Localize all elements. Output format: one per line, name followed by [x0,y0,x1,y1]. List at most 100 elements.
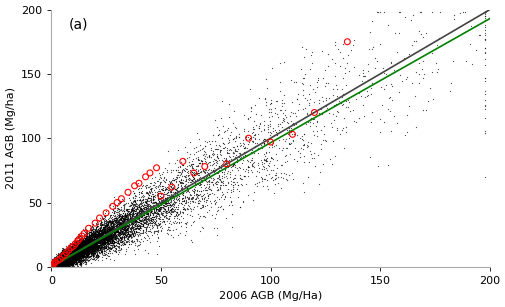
Point [408,42,416,47]
Point [94,232,102,237]
Point [119,214,127,219]
Point [47,263,56,268]
Point [65,258,73,263]
Point [73,242,81,247]
Point [119,215,127,220]
Point [373,10,381,15]
Point [107,243,115,247]
Point [164,217,172,222]
Point [62,260,70,265]
Point [91,220,99,225]
Point [70,253,78,258]
Point [85,235,93,240]
Point [74,250,82,255]
Point [48,261,56,266]
Point [155,188,163,193]
Point [146,187,154,192]
Point [50,261,59,266]
Point [81,257,89,262]
Point [65,254,73,259]
Point [52,262,60,267]
Point [174,169,182,174]
Point [60,263,68,268]
Point [97,233,106,238]
Point [48,264,56,269]
Point [115,225,123,230]
Point [78,251,86,255]
Point [92,239,100,244]
Point [219,181,227,185]
Point [48,263,56,268]
Point [60,261,68,266]
Point [67,253,75,258]
Point [85,247,93,251]
Point [111,227,119,232]
Point [48,260,57,265]
Point [123,232,131,237]
Point [54,261,62,266]
Point [80,240,88,245]
Point [64,253,72,258]
Point [52,263,60,268]
Point [58,264,66,269]
Point [61,251,69,256]
Point [75,248,83,253]
Point [48,257,57,262]
Point [109,225,117,230]
Point [57,261,65,266]
Point [106,230,114,235]
Point [60,255,68,260]
Point [70,256,78,261]
Point [122,246,130,251]
Point [155,216,163,221]
Point [48,264,56,269]
Point [88,244,96,249]
Point [131,213,139,218]
Point [54,264,62,269]
Point [92,224,100,229]
Point [59,260,67,265]
Point [104,242,112,247]
Point [65,256,73,261]
Point [228,168,236,173]
Point [52,264,60,269]
Point [111,226,119,231]
Point [107,235,115,240]
Point [57,263,65,268]
Point [100,238,108,243]
Point [109,220,117,225]
Point [61,261,69,266]
Point [55,258,63,263]
Point [48,264,56,269]
Point [80,258,88,262]
Point [114,233,122,238]
Point [148,193,156,198]
Point [50,258,59,263]
Point [71,243,79,247]
Point [58,251,66,256]
Point [65,255,73,260]
Point [166,203,174,208]
Point [61,259,69,264]
Point [53,263,61,268]
Point [54,257,62,262]
Point [62,255,70,260]
Point [139,200,147,204]
Point [55,261,63,266]
Point [48,264,56,269]
Point [63,249,71,254]
Point [120,230,128,235]
Point [58,256,66,261]
Point [55,259,63,264]
Point [95,231,103,236]
Point [103,240,111,245]
Point [78,250,86,255]
Point [156,201,164,206]
Point [100,238,109,243]
Point [68,250,76,255]
Point [99,223,108,228]
Point [56,261,64,266]
Point [48,264,57,269]
Point [99,225,108,230]
Point [89,243,97,248]
